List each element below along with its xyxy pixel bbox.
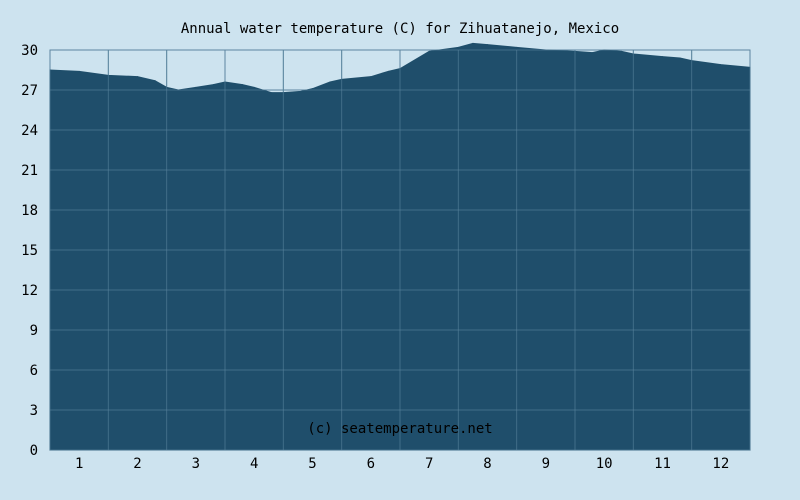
data-point (253, 86, 255, 88)
data-point (300, 90, 302, 92)
data-point (137, 76, 138, 78)
y-tick-label: 0 (30, 443, 38, 459)
x-tick-label: 12 (712, 456, 729, 472)
data-point (154, 80, 156, 82)
data-point (242, 84, 243, 86)
data-point (720, 64, 722, 66)
data-point (195, 86, 197, 88)
data-point (428, 50, 430, 52)
y-tick-label: 12 (21, 283, 38, 299)
data-point (271, 92, 273, 94)
y-tick-label: 27 (21, 83, 38, 99)
data-point (487, 44, 488, 46)
data-point (662, 56, 663, 58)
y-tick-label: 21 (21, 163, 38, 179)
y-tick-label: 3 (30, 403, 38, 419)
data-point (212, 84, 214, 86)
x-tick-label: 8 (483, 456, 491, 472)
y-tick-label: 18 (21, 203, 38, 219)
data-point (312, 88, 313, 90)
y-axis-ticks: 0 3 6 9 12 15 18 21 24 27 30 (21, 43, 38, 459)
x-tick-label: 6 (367, 456, 375, 472)
data-point (592, 52, 593, 54)
data-point (621, 50, 623, 52)
x-tick-label: 2 (133, 456, 141, 472)
y-tick-label: 24 (21, 123, 38, 139)
x-tick-label: 4 (250, 456, 258, 472)
x-tick-label: 1 (75, 456, 83, 472)
watermark-text: (c) seatemperature.net (307, 421, 492, 437)
x-tick-label: 11 (654, 456, 671, 472)
chart-title: Annual water temperature (C) for Zihuata… (181, 21, 619, 37)
x-tick-label: 5 (308, 456, 316, 472)
data-point (472, 42, 474, 44)
y-tick-label: 9 (30, 323, 38, 339)
y-tick-label: 15 (21, 243, 38, 259)
data-point (78, 70, 80, 72)
grid-overlay-lines (49, 49, 751, 451)
x-tick-label: 7 (425, 456, 433, 472)
x-tick-label: 3 (192, 456, 200, 472)
data-point (516, 46, 518, 48)
data-point (329, 81, 331, 83)
data-point (387, 70, 389, 72)
y-tick-label: 30 (21, 43, 38, 59)
data-point (679, 57, 681, 59)
y-tick-label: 6 (30, 363, 38, 379)
x-axis-ticks: 1 2 3 4 5 6 7 8 9 10 11 12 (75, 456, 729, 472)
x-tick-label: 9 (542, 456, 550, 472)
x-tick-label: 10 (596, 456, 613, 472)
data-point (457, 46, 459, 48)
data-point (370, 76, 372, 78)
